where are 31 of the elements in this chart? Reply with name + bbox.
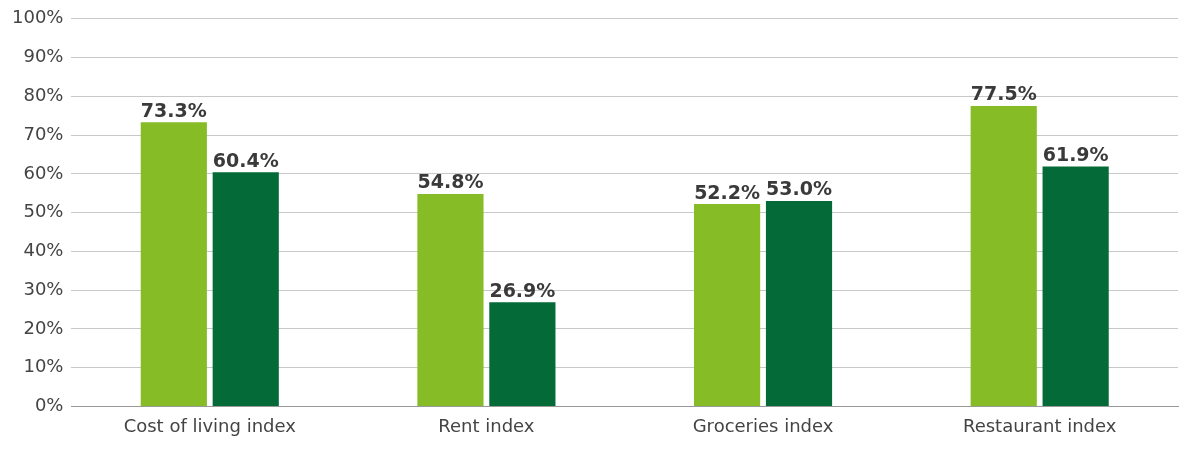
bar	[417, 194, 484, 406]
y-tick-label: 50%	[23, 200, 64, 222]
y-tick-label: 40%	[23, 239, 64, 261]
bar	[212, 172, 279, 406]
y-tick-label: 60%	[23, 161, 64, 183]
y-tick-label: 20%	[23, 316, 64, 338]
data-label: 26.9%	[489, 278, 556, 301]
x-tick-label: Cost of living index	[123, 414, 297, 436]
bar	[694, 204, 761, 406]
y-tick-label: 30%	[23, 277, 64, 299]
data-label: 52.2%	[694, 180, 761, 203]
y-tick-label: 100%	[11, 6, 64, 28]
data-label: 77.5%	[970, 82, 1037, 105]
y-tick-label: 10%	[23, 355, 64, 377]
x-tick-label: Groceries index	[692, 414, 834, 436]
bar	[765, 200, 833, 406]
y-tick-label: 80%	[23, 83, 64, 105]
data-label: 60.4%	[212, 148, 279, 171]
data-label: 53.0%	[766, 177, 832, 200]
bar	[970, 106, 1037, 406]
y-tick-label: 70%	[23, 122, 64, 144]
bar	[140, 122, 207, 406]
bar	[489, 302, 556, 406]
data-label: 61.9%	[1042, 142, 1109, 165]
x-tick-label: Restaurant index	[962, 414, 1117, 436]
bar	[1042, 166, 1109, 406]
data-label: 54.8%	[417, 170, 484, 193]
y-tick-label: 0%	[34, 394, 64, 416]
x-tick-label: Rent index	[438, 414, 535, 436]
y-tick-label: 90%	[23, 45, 64, 67]
data-label: 73.3%	[140, 98, 207, 121]
